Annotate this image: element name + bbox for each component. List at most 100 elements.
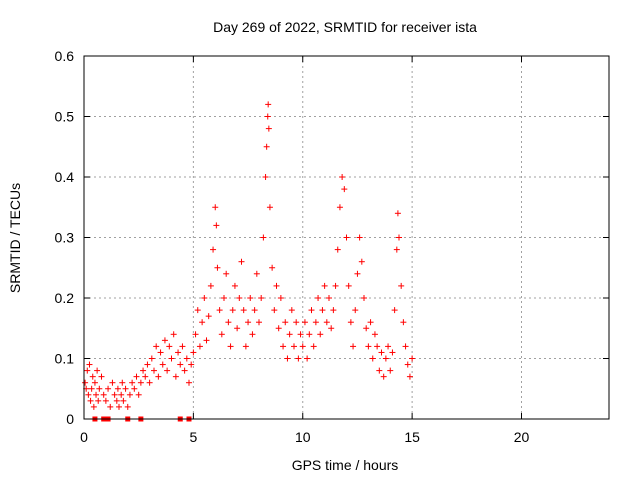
y-tick-label: 0.1 — [55, 351, 75, 367]
data-point — [365, 343, 372, 350]
data-point — [140, 367, 147, 374]
data-point — [369, 355, 376, 362]
data-point — [135, 391, 142, 398]
data-point — [107, 403, 114, 410]
tick-labels: 0 0.1 0.2 0.3 0.4 0.5 0.6 0 5 10 15 20 — [55, 48, 530, 445]
data-point — [105, 385, 112, 392]
data-point — [148, 355, 155, 362]
data-point — [304, 355, 311, 362]
data-point — [179, 343, 186, 350]
data-point — [269, 264, 276, 271]
data-point — [221, 295, 227, 301]
data-point — [236, 295, 243, 301]
data-point — [293, 319, 300, 326]
data-point — [177, 361, 184, 368]
data-point — [118, 391, 125, 398]
data-point — [238, 258, 245, 265]
data-point — [312, 319, 319, 326]
data-point — [391, 307, 398, 314]
y-axis-label: SRMTID / TECUs — [7, 183, 23, 293]
x-tick-label: 20 — [514, 429, 530, 445]
data-point — [210, 246, 217, 253]
data-point — [216, 307, 223, 314]
data-point — [277, 295, 284, 301]
data-point — [199, 319, 206, 326]
data-point — [358, 258, 365, 265]
data-point — [367, 319, 374, 326]
data-point — [371, 331, 378, 338]
data-point — [229, 307, 236, 314]
data-point — [131, 385, 138, 392]
data-point — [181, 367, 188, 374]
data-point — [86, 361, 93, 368]
data-point — [102, 397, 109, 404]
data-point — [87, 397, 94, 404]
data-point — [242, 343, 249, 350]
data-point — [100, 391, 107, 398]
data-point — [323, 319, 330, 326]
chart-title: Day 269 of 2022, SRMTID for receiver ist… — [213, 19, 477, 35]
x-tick-label: 10 — [295, 429, 311, 445]
data-point — [111, 391, 118, 398]
data-point — [155, 373, 162, 380]
data-point — [90, 403, 97, 410]
data-point — [378, 349, 385, 356]
data-point — [326, 295, 332, 301]
data-point — [225, 319, 232, 326]
data-point — [291, 343, 297, 350]
data-point — [321, 282, 328, 289]
data-point — [288, 307, 295, 314]
y-tick-label: 0.6 — [55, 48, 75, 64]
data-point — [253, 270, 260, 277]
data-point — [387, 367, 394, 374]
data-point — [142, 373, 149, 380]
data-point — [265, 125, 272, 132]
data-point — [356, 234, 363, 241]
data-point — [393, 246, 400, 253]
data-point — [315, 295, 322, 301]
data-point — [93, 391, 100, 398]
data-point — [334, 246, 341, 253]
x-tick-label: 15 — [404, 429, 420, 445]
data-point — [223, 270, 230, 277]
data-point — [85, 391, 92, 398]
data-point — [124, 403, 131, 410]
data-point — [164, 367, 171, 374]
data-point — [245, 319, 252, 326]
data-point — [119, 379, 126, 386]
data-point — [284, 355, 291, 362]
data-point — [271, 307, 278, 314]
data-point — [295, 355, 302, 362]
y-tick-label: 0.3 — [55, 230, 75, 246]
data-point — [251, 307, 258, 314]
data-point — [258, 295, 265, 301]
data-point — [363, 325, 370, 332]
data-point — [385, 343, 392, 350]
data-point — [88, 385, 95, 392]
data-point — [306, 331, 313, 338]
data-point — [394, 210, 401, 217]
data-point — [282, 319, 289, 326]
data-point — [94, 367, 101, 374]
data-point — [122, 385, 129, 392]
data-point — [266, 204, 273, 211]
y-tick-label: 0.5 — [55, 109, 75, 125]
data-point — [91, 379, 98, 386]
data-point — [126, 391, 133, 398]
data-point — [188, 361, 195, 368]
data-point — [301, 319, 308, 326]
data-point — [260, 234, 267, 241]
data-point — [214, 264, 221, 271]
data-point — [186, 379, 192, 386]
data-point — [114, 385, 121, 392]
data-point — [380, 373, 387, 380]
axis-ticks — [83, 55, 609, 420]
x-axis-label: GPS time / hours — [292, 457, 399, 473]
data-point — [192, 331, 199, 338]
data-point — [275, 325, 282, 332]
data-point — [347, 319, 354, 326]
data-point — [84, 367, 91, 374]
data-point — [262, 174, 269, 180]
